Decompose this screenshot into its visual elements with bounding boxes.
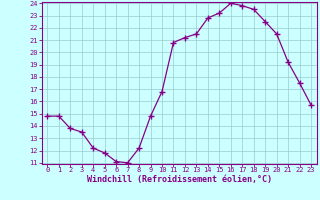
X-axis label: Windchill (Refroidissement éolien,°C): Windchill (Refroidissement éolien,°C) — [87, 175, 272, 184]
